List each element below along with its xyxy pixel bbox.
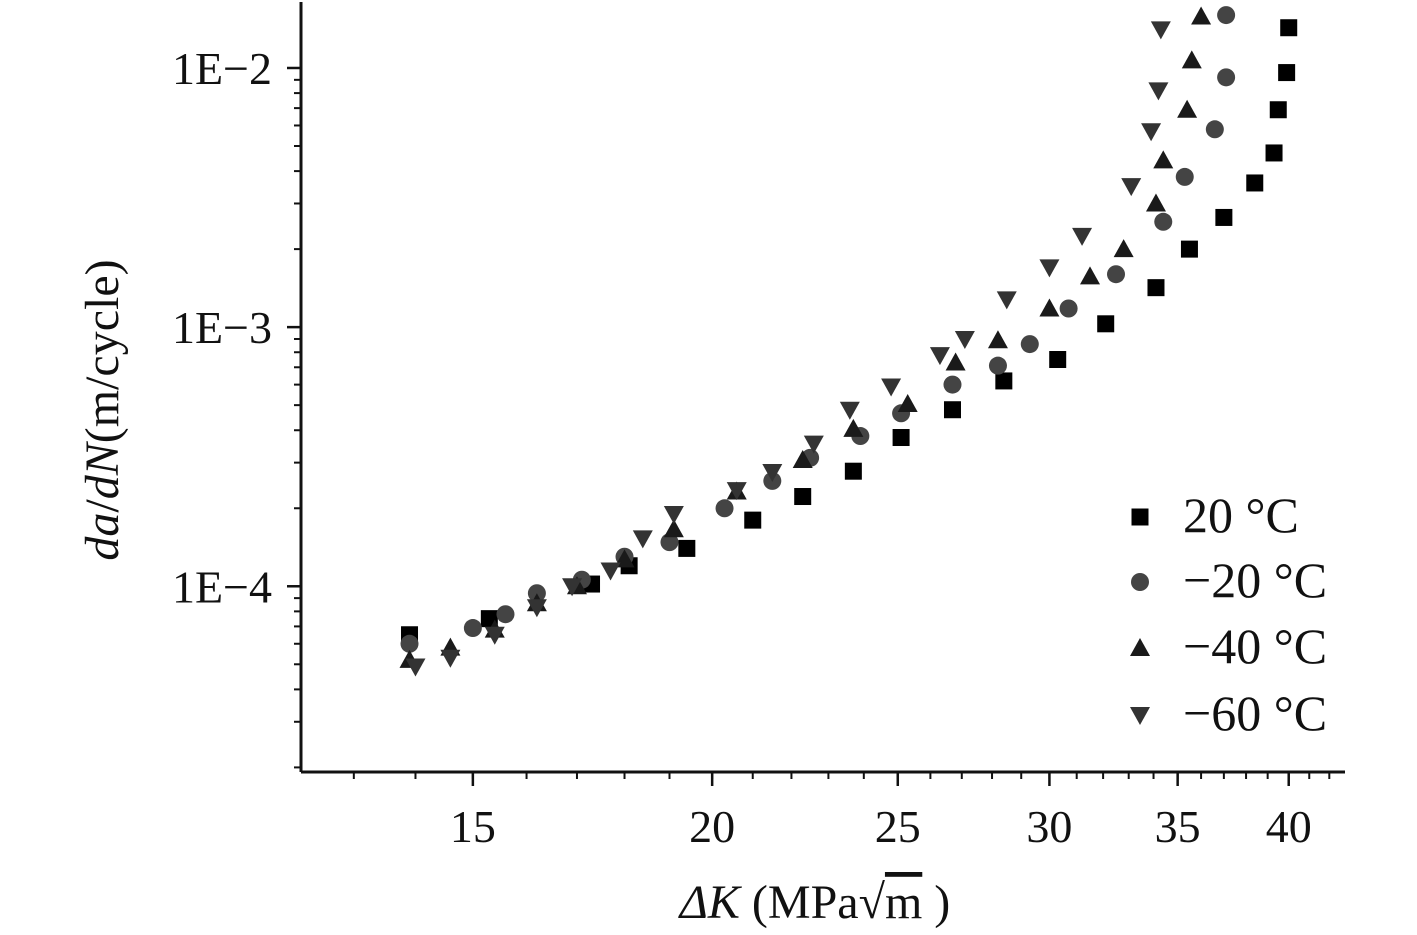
data-point <box>1175 167 1194 186</box>
data-point <box>1121 178 1142 197</box>
data-point <box>678 539 696 557</box>
data-point <box>1217 68 1236 87</box>
legend-marker-triangle-up <box>1130 638 1150 656</box>
x-tick-label: 30 <box>1026 801 1072 852</box>
data-point <box>762 464 783 483</box>
x-tick-label: 20 <box>689 801 735 852</box>
data-point <box>660 533 679 552</box>
data-point <box>562 578 583 597</box>
data-point <box>995 372 1013 390</box>
data-point <box>1278 64 1296 82</box>
data-point <box>484 626 505 645</box>
legend-label-minus20c: −20 °C <box>1183 552 1327 608</box>
data-point <box>987 330 1008 349</box>
series-3 <box>405 21 1171 677</box>
plot-area: 15 20 25 30 35 40 1E−4 1E−3 1E−2 <box>172 2 1345 852</box>
data-point <box>897 394 918 413</box>
data-point <box>1147 279 1165 297</box>
data-point <box>663 519 684 538</box>
data-point <box>943 375 962 394</box>
legend-marker-square <box>1131 508 1149 526</box>
data-point <box>1145 193 1166 212</box>
series-0 <box>401 19 1298 644</box>
data-point <box>1205 120 1224 139</box>
legend-marker-triangle-down <box>1130 707 1150 725</box>
data-point <box>440 649 461 668</box>
data-point <box>1113 239 1134 258</box>
data-point <box>1177 99 1198 118</box>
data-point <box>1150 21 1171 40</box>
data-point <box>1153 150 1174 169</box>
data-point <box>1141 123 1162 142</box>
legend-marker-circle <box>1131 573 1149 591</box>
data-point <box>945 352 966 371</box>
data-point <box>405 658 426 677</box>
data-point <box>1097 315 1115 333</box>
data-point <box>726 482 747 501</box>
series-1 <box>400 6 1236 653</box>
axis-ticks <box>287 66 1331 786</box>
data-point <box>844 462 862 480</box>
x-tick-label: 40 <box>1266 801 1312 852</box>
data-point <box>943 401 961 419</box>
data-point <box>1020 335 1039 354</box>
data-point <box>663 506 684 525</box>
data-point <box>1072 227 1093 246</box>
series-2 <box>399 6 1212 668</box>
data-point <box>1148 82 1169 101</box>
data-point <box>600 562 621 581</box>
data-point <box>881 378 902 397</box>
x-axis-title: ΔK (MPa√m ) <box>678 876 951 929</box>
data-point <box>1217 6 1236 25</box>
data-point <box>1154 212 1173 231</box>
legend-label-minus40c: −40 °C <box>1183 618 1327 674</box>
data-point <box>1180 240 1198 258</box>
data-point <box>744 511 762 529</box>
y-tick-label: 1E−3 <box>172 302 272 353</box>
tick-labels: 15 20 25 30 35 40 1E−4 1E−3 1E−2 <box>172 43 1312 852</box>
data-point <box>1280 19 1298 37</box>
data-point <box>1049 351 1067 369</box>
data-point <box>803 435 824 454</box>
data-point <box>715 499 734 518</box>
data-point <box>632 530 653 549</box>
data-points <box>399 6 1298 677</box>
data-point <box>1107 265 1126 284</box>
data-point <box>463 619 482 638</box>
y-tick-label: 1E−4 <box>172 561 272 612</box>
data-point <box>1059 299 1078 318</box>
data-point <box>892 429 910 447</box>
data-point <box>1265 144 1283 162</box>
x-tick-label: 25 <box>875 801 921 852</box>
data-point <box>794 488 812 506</box>
data-point <box>996 291 1017 310</box>
legend-label-minus60c: −60 °C <box>1183 685 1327 741</box>
legend-label-20c: 20 °C <box>1183 487 1299 543</box>
data-point <box>1039 298 1060 317</box>
data-point <box>1080 266 1101 285</box>
data-point <box>792 450 813 469</box>
data-point <box>1215 208 1233 226</box>
data-point <box>526 599 547 618</box>
y-tick-label: 1E−2 <box>172 43 272 94</box>
data-point <box>839 401 860 420</box>
data-point <box>496 605 515 624</box>
data-point <box>1246 174 1264 192</box>
data-point <box>400 634 419 653</box>
data-point <box>954 330 975 349</box>
data-point <box>1191 6 1212 25</box>
data-point <box>1181 50 1202 69</box>
data-point <box>1269 101 1287 119</box>
data-point <box>929 347 950 366</box>
legend-markers <box>1130 508 1150 725</box>
x-tick-label: 15 <box>450 801 496 852</box>
legend: 20 °C −20 °C −40 °C −60 °C <box>1130 487 1327 741</box>
data-point <box>843 418 864 437</box>
data-point <box>988 356 1007 375</box>
data-point <box>1039 259 1060 278</box>
y-axis-title: da/dN(m/cycle) <box>76 259 129 560</box>
data-point <box>527 584 546 603</box>
x-tick-label: 35 <box>1155 801 1201 852</box>
